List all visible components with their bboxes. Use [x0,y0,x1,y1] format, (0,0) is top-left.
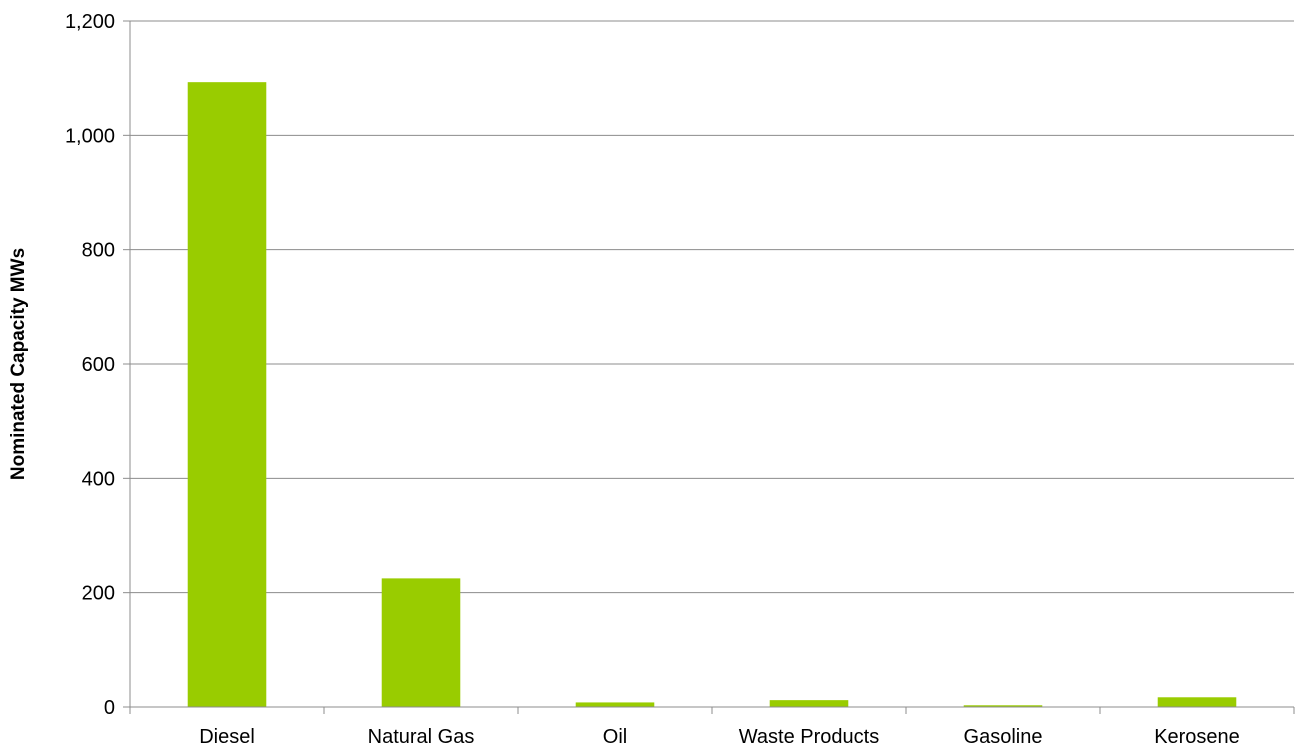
bar-natural-gas [381,578,461,707]
x-tick-label: Kerosene [1154,726,1240,748]
x-tick-label: Oil [603,726,627,748]
bar-waste-products [769,700,849,707]
axes [123,20,1295,714]
y-tick-label: 800 [82,240,115,262]
y-tick-labels: 0 200 400 600 800 1,000 1,200 [65,11,115,719]
x-tick-label: Waste Products [739,726,879,748]
x-tick-label: Gasoline [964,726,1043,748]
y-tick-label: 0 [104,697,115,719]
y-tick-label: 600 [82,354,115,376]
bars [187,82,1237,707]
bar-gasoline [963,705,1043,707]
bar-oil [575,702,655,707]
y-tick-label: 200 [82,583,115,605]
y-tick-label: 1,000 [65,125,115,147]
x-tick-labels: Diesel Natural Gas Oil Waste Products Gasoli… [199,726,1240,748]
bar-kerosene [1157,697,1237,707]
y-axis-title: Nominated Capacity MWs [8,248,29,480]
gridlines [130,20,1294,594]
x-tick-label: Natural Gas [368,726,475,748]
bar-diesel [187,82,267,707]
y-tick-label: 400 [82,468,115,490]
y-tick-label: 1,200 [65,11,115,33]
x-tick-label: Diesel [199,726,255,748]
